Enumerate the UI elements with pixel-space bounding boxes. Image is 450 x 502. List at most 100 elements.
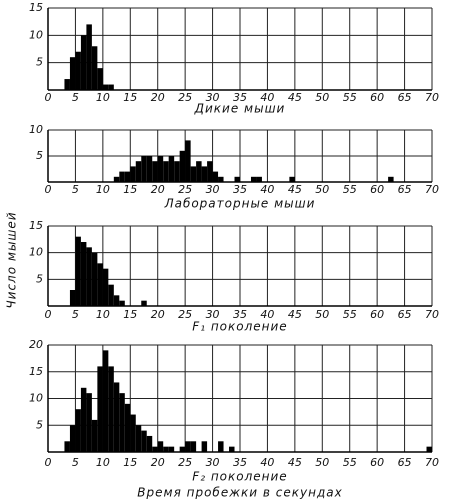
- x-tick-label: 5: [72, 308, 79, 321]
- bar: [102, 350, 109, 452]
- bar: [218, 176, 224, 182]
- bar: [64, 79, 70, 90]
- bar: [119, 300, 125, 306]
- bar: [86, 247, 92, 306]
- panel-label: F₂ поколение: [192, 470, 287, 484]
- x-tick-label: 0: [45, 183, 52, 196]
- bar: [75, 236, 81, 306]
- x-tick-label: 50: [315, 456, 329, 469]
- bar: [426, 446, 432, 452]
- bar: [102, 84, 109, 90]
- bar: [69, 57, 76, 90]
- x-tick-label: 70: [425, 183, 439, 196]
- bar: [91, 252, 98, 306]
- bar: [190, 441, 197, 452]
- bar: [168, 156, 175, 182]
- bar: [75, 51, 81, 90]
- bar: [108, 84, 114, 90]
- bar: [97, 68, 103, 90]
- x-tick-label: 5: [72, 91, 79, 104]
- bar: [141, 430, 147, 452]
- x-tick-label: 10: [96, 91, 110, 104]
- bar: [130, 166, 136, 182]
- bar: [97, 263, 103, 306]
- x-tick-label: 40: [260, 183, 274, 196]
- y-tick-label: 5: [36, 418, 43, 431]
- bar: [250, 176, 257, 182]
- bar: [108, 284, 114, 306]
- bar: [289, 176, 295, 182]
- x-tick-label: 0: [45, 91, 52, 104]
- bar: [185, 441, 191, 452]
- panel-label: Лабораторные мыши: [164, 197, 316, 211]
- bar: [69, 290, 76, 306]
- y-tick-label: 5: [36, 272, 43, 285]
- x-tick-label: 65: [398, 456, 412, 469]
- x-tick-label: 65: [398, 91, 412, 104]
- bar: [146, 435, 153, 452]
- x-tick-label: 20: [151, 308, 165, 321]
- bar: [163, 446, 169, 452]
- x-tick-label: 15: [123, 183, 137, 196]
- x-tick-label: 20: [151, 456, 165, 469]
- x-tick-label: 65: [398, 183, 412, 196]
- x-tick-label: 15: [123, 91, 137, 104]
- x-tick-label: 30: [206, 183, 220, 196]
- bar: [64, 441, 70, 452]
- x-tick-label: 25: [178, 183, 192, 196]
- bar: [97, 366, 103, 452]
- bar: [201, 166, 208, 182]
- panel-label: F₁ поколение: [192, 320, 287, 334]
- bar: [174, 161, 180, 182]
- bar: [80, 242, 87, 306]
- y-tick-label: 15: [29, 365, 43, 378]
- bar: [113, 382, 120, 452]
- x-tick-label: 45: [288, 456, 302, 469]
- y-tick-label: 10: [29, 123, 43, 136]
- x-tick-label: 25: [178, 91, 192, 104]
- x-tick-label: 45: [288, 183, 302, 196]
- bar: [152, 161, 158, 182]
- bar: [146, 156, 153, 182]
- bar: [201, 441, 208, 452]
- x-tick-label: 25: [178, 308, 192, 321]
- x-tick-label: 60: [370, 183, 384, 196]
- x-tick-label: 30: [206, 91, 220, 104]
- bar: [179, 446, 186, 452]
- x-tick-label: 0: [45, 308, 52, 321]
- x-tick-label: 50: [315, 183, 329, 196]
- bar: [135, 425, 142, 452]
- x-tick-label: 45: [288, 308, 302, 321]
- bar: [113, 176, 120, 182]
- y-axis-label: Число мышей: [5, 211, 19, 308]
- bar: [152, 446, 158, 452]
- x-axis-label: Время пробежки в секундах: [137, 486, 342, 500]
- x-tick-label: 70: [425, 456, 439, 469]
- x-tick-label: 15: [123, 456, 137, 469]
- x-tick-label: 65: [398, 308, 412, 321]
- x-tick-label: 50: [315, 308, 329, 321]
- x-tick-label: 70: [425, 308, 439, 321]
- x-tick-label: 15: [123, 308, 137, 321]
- x-tick-label: 20: [151, 91, 165, 104]
- x-tick-label: 35: [233, 456, 247, 469]
- y-tick-label: 10: [29, 392, 43, 405]
- panel-label: Дикие мыши: [194, 102, 286, 116]
- y-tick-label: 5: [36, 149, 43, 162]
- bar: [124, 171, 131, 182]
- bar: [69, 425, 76, 452]
- bar: [229, 446, 235, 452]
- bar: [157, 156, 164, 182]
- x-tick-label: 70: [425, 91, 439, 104]
- bar: [80, 35, 87, 90]
- bar: [388, 176, 394, 182]
- y-tick-label: 10: [29, 246, 43, 259]
- x-tick-label: 55: [343, 91, 357, 104]
- bar: [163, 161, 169, 182]
- x-tick-label: 10: [96, 183, 110, 196]
- bar: [157, 441, 164, 452]
- bar: [80, 387, 87, 452]
- x-tick-label: 60: [370, 91, 384, 104]
- y-tick-label: 20: [29, 338, 43, 351]
- y-tick-label: 10: [29, 28, 43, 41]
